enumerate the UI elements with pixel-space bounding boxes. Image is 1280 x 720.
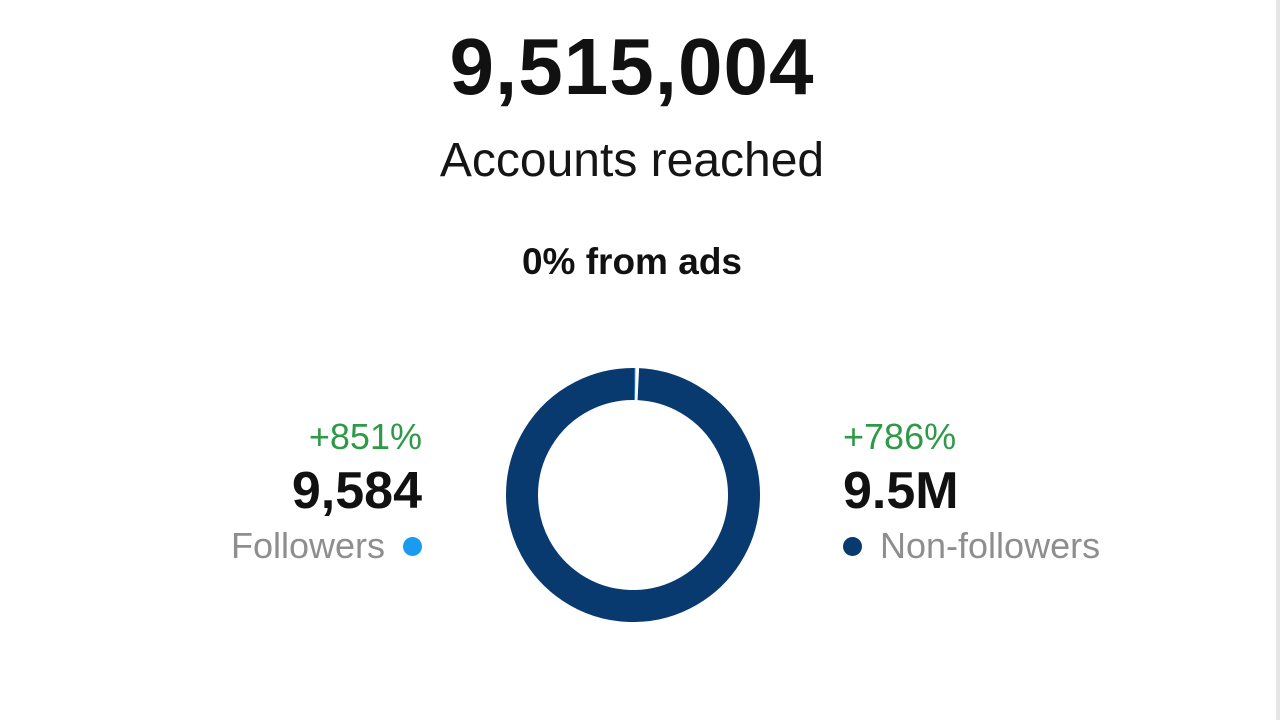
non-followers-change: +786% [843,416,957,457]
followers-change: +851% [308,416,422,457]
non-followers-legend: Non-followers [843,522,1100,570]
non-followers-label: Non-followers [880,525,1101,566]
ads-percentage: 0% from ads [521,241,742,282]
followers-legend: Followers [231,522,422,570]
followers-value: 9,584 [291,462,422,520]
non-followers-dot-icon [843,536,862,556]
followers-stat: +851% 9,584 Followers [231,414,422,570]
donut-slice-non-followers [506,368,760,622]
right-edge-border [1276,0,1280,720]
followers-dot-icon [403,536,422,556]
reach-donut-chart [506,368,760,622]
non-followers-stat: +786% 9.5M Non-followers [843,414,1100,570]
accounts-reached-total: 9,515,004 [449,22,815,111]
non-followers-value: 9.5M [843,462,959,520]
followers-label: Followers [230,525,385,566]
accounts-reached-label: Accounts reached [439,134,825,187]
